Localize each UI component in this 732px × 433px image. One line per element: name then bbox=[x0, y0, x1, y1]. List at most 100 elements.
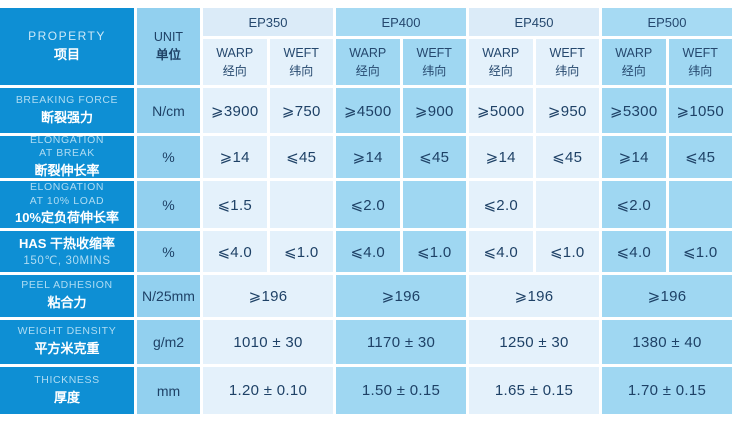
value-cell: ⩾1050 bbox=[669, 88, 732, 133]
value: ⩽1.0 bbox=[417, 243, 452, 261]
value-cell-empty bbox=[669, 181, 732, 228]
row-label-en: THICKNESS bbox=[34, 374, 100, 388]
value: ⩾900 bbox=[415, 102, 454, 120]
row-label-elongation-10-load: ELONGATION AT 10% LOAD 10%定负荷伸长率 bbox=[0, 181, 134, 228]
weft-label-zh: 纬向 bbox=[289, 63, 313, 79]
row-label-zh: 粘合力 bbox=[47, 293, 86, 313]
row-label-en: WEIGHT DENSITY bbox=[18, 325, 117, 339]
unit-header-zh: 单位 bbox=[156, 46, 181, 64]
warp-label-zh: 经向 bbox=[489, 63, 513, 79]
unit-cell: mm bbox=[137, 367, 200, 414]
value: ⩾5000 bbox=[477, 102, 524, 120]
value: ⩽4.0 bbox=[217, 243, 252, 261]
group-label: EP450 bbox=[514, 15, 553, 30]
value: 1250 ± 30 bbox=[499, 334, 568, 351]
value: ⩾14 bbox=[486, 148, 516, 166]
value-cell-merged: ⩾196 bbox=[469, 275, 599, 317]
value-cell: ⩾750 bbox=[270, 88, 334, 133]
row-label-en: AT 10% LOAD bbox=[30, 195, 105, 209]
value: ⩽1.0 bbox=[683, 243, 718, 261]
value: ⩽45 bbox=[552, 148, 582, 166]
unit-cell: % bbox=[137, 136, 200, 178]
weft-label: WEFT bbox=[683, 45, 718, 63]
value: 1170 ± 30 bbox=[367, 334, 435, 351]
unit-value: % bbox=[162, 149, 174, 165]
value-cell: ⩽2.0 bbox=[602, 181, 666, 228]
value: ⩾196 bbox=[515, 287, 554, 305]
value-cell: ⩾14 bbox=[203, 136, 267, 178]
value: ⩾196 bbox=[648, 287, 687, 305]
group-label: EP500 bbox=[647, 15, 686, 30]
row-label-breaking-force: BREAKING FORCE 断裂强力 bbox=[0, 88, 134, 133]
warp-label-zh: 经向 bbox=[223, 63, 247, 79]
value-cell-merged: 1.65 ± 0.15 bbox=[469, 367, 599, 414]
weft-label: WEFT bbox=[417, 45, 452, 63]
value-cell-merged: 1250 ± 30 bbox=[469, 320, 599, 364]
row-label-en: AT BREAK bbox=[39, 147, 95, 161]
value: ⩾196 bbox=[382, 287, 421, 305]
value-cell: ⩽2.0 bbox=[336, 181, 400, 228]
value-cell-merged: 1.70 ± 0.15 bbox=[602, 367, 732, 414]
value-cell: ⩽45 bbox=[403, 136, 467, 178]
value-cell-merged: 1010 ± 30 bbox=[203, 320, 333, 364]
value-cell: ⩽4.0 bbox=[203, 231, 267, 272]
row-label-zh: 断裂强力 bbox=[41, 108, 93, 128]
unit-value: N/cm bbox=[152, 103, 185, 119]
value-cell-empty bbox=[270, 181, 334, 228]
value-cell: ⩽45 bbox=[669, 136, 732, 178]
warp-label: WARP bbox=[482, 45, 519, 63]
value: 1.50 ± 0.15 bbox=[362, 382, 440, 399]
value-cell: ⩾950 bbox=[536, 88, 600, 133]
unit-value: N/25mm bbox=[142, 288, 195, 304]
value: 1380 ± 40 bbox=[632, 334, 701, 351]
value-cell-empty bbox=[536, 181, 600, 228]
row-label-en: 150℃, 30MINS bbox=[23, 254, 110, 269]
value-cell-empty bbox=[403, 181, 467, 228]
value: ⩽4.0 bbox=[483, 243, 518, 261]
row-label-en: PEEL ADHESION bbox=[21, 279, 112, 293]
value: ⩽1.5 bbox=[217, 196, 252, 214]
unit-value: g/m2 bbox=[153, 334, 184, 350]
value-cell: ⩾14 bbox=[469, 136, 533, 178]
unit-cell: % bbox=[137, 231, 200, 272]
group-header-ep450: EP450 bbox=[469, 8, 599, 36]
row-label-zh: 断裂伸长率 bbox=[34, 161, 99, 181]
row-label-has-shrinkage: HAS 干热收缩率 150℃, 30MINS bbox=[0, 231, 134, 272]
row-label-en: BREAKING FORCE bbox=[16, 94, 118, 108]
value-cell: ⩽2.0 bbox=[469, 181, 533, 228]
value: ⩽2.0 bbox=[350, 196, 385, 214]
value: ⩽2.0 bbox=[483, 196, 518, 214]
warp-label: WARP bbox=[349, 45, 386, 63]
unit-cell: N/25mm bbox=[137, 275, 200, 317]
group-header-ep400: EP400 bbox=[336, 8, 466, 36]
value-cell-merged: ⩾196 bbox=[336, 275, 466, 317]
row-label-en: ELONGATION bbox=[30, 134, 104, 148]
value-cell-merged: 1.50 ± 0.15 bbox=[336, 367, 466, 414]
value: ⩽45 bbox=[419, 148, 449, 166]
warp-label-zh: 经向 bbox=[622, 63, 646, 79]
value: 1.20 ± 0.10 bbox=[229, 382, 307, 399]
value: ⩾14 bbox=[619, 148, 649, 166]
property-header-en: PROPERTY bbox=[28, 28, 106, 45]
row-label-thickness: THICKNESS 厚度 bbox=[0, 367, 134, 414]
unit-cell: % bbox=[137, 181, 200, 228]
value-cell: ⩾5300 bbox=[602, 88, 666, 133]
unit-header-cell: UNIT 单位 bbox=[137, 8, 200, 85]
row-label-elongation-at-break: ELONGATION AT BREAK 断裂伸长率 bbox=[0, 136, 134, 178]
value: ⩾196 bbox=[249, 287, 288, 305]
warp-label: WARP bbox=[216, 45, 253, 63]
value-cell: ⩽45 bbox=[536, 136, 600, 178]
value: ⩾3900 bbox=[211, 102, 258, 120]
value-cell: ⩾14 bbox=[336, 136, 400, 178]
value-cell: ⩾900 bbox=[403, 88, 467, 133]
value: ⩽45 bbox=[286, 148, 316, 166]
value-cell: ⩾3900 bbox=[203, 88, 267, 133]
property-header-zh: 项目 bbox=[54, 45, 80, 65]
value: ⩽45 bbox=[685, 148, 715, 166]
value: ⩽4.0 bbox=[350, 243, 385, 261]
